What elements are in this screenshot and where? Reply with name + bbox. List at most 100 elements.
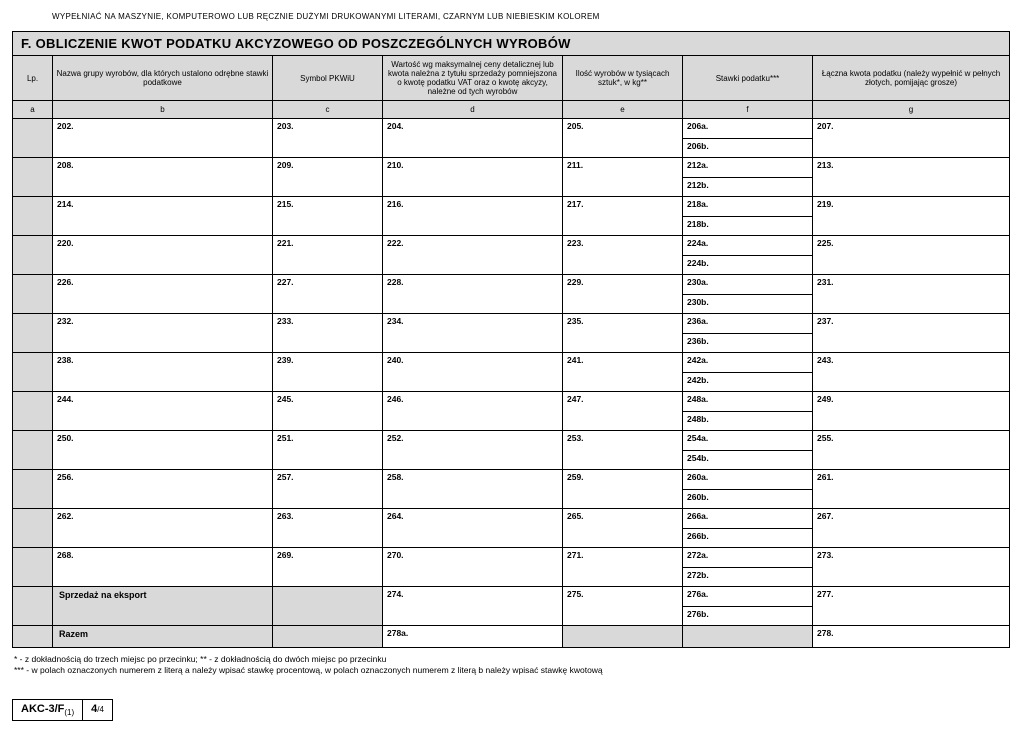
- cell-fb[interactable]: 242b.: [683, 373, 812, 392]
- cell-e[interactable]: 271.: [563, 548, 683, 587]
- cell-e[interactable]: 211.: [563, 158, 683, 197]
- cell-g[interactable]: 255.: [813, 431, 1010, 470]
- cell-fa[interactable]: 276a.: [683, 587, 812, 607]
- cell-d[interactable]: 274.: [383, 587, 563, 626]
- cell-d[interactable]: 210.: [383, 158, 563, 197]
- cell-d[interactable]: 222.: [383, 236, 563, 275]
- cell-f[interactable]: 266a. 266b.: [683, 509, 813, 548]
- cell-f[interactable]: 224a. 224b.: [683, 236, 813, 275]
- cell-d[interactable]: 240.: [383, 353, 563, 392]
- cell-g[interactable]: 237.: [813, 314, 1010, 353]
- cell-fb[interactable]: 224b.: [683, 256, 812, 275]
- cell-fa[interactable]: 272a.: [683, 548, 812, 568]
- cell-fa[interactable]: 206a.: [683, 119, 812, 139]
- cell-b[interactable]: 244.: [53, 392, 273, 431]
- cell-fb[interactable]: 230b.: [683, 295, 812, 314]
- cell-e[interactable]: 253.: [563, 431, 683, 470]
- cell-fb[interactable]: 266b.: [683, 529, 812, 548]
- cell-g[interactable]: 249.: [813, 392, 1010, 431]
- cell-fb[interactable]: 260b.: [683, 490, 812, 509]
- cell-c[interactable]: 227.: [273, 275, 383, 314]
- cell-fa[interactable]: 260a.: [683, 470, 812, 490]
- cell-fb[interactable]: 236b.: [683, 334, 812, 353]
- cell-b[interactable]: 226.: [53, 275, 273, 314]
- cell-fb[interactable]: 254b.: [683, 451, 812, 470]
- cell-b[interactable]: 208.: [53, 158, 273, 197]
- cell-g[interactable]: 225.: [813, 236, 1010, 275]
- cell-g[interactable]: 261.: [813, 470, 1010, 509]
- cell-d[interactable]: 258.: [383, 470, 563, 509]
- cell-fa[interactable]: 266a.: [683, 509, 812, 529]
- cell-fb[interactable]: 272b.: [683, 568, 812, 587]
- cell-c[interactable]: 203.: [273, 119, 383, 158]
- cell-f[interactable]: 218a. 218b.: [683, 197, 813, 236]
- cell-f[interactable]: 212a. 212b.: [683, 158, 813, 197]
- cell-c[interactable]: 233.: [273, 314, 383, 353]
- cell-e[interactable]: 265.: [563, 509, 683, 548]
- cell-c[interactable]: 257.: [273, 470, 383, 509]
- cell-b[interactable]: 268.: [53, 548, 273, 587]
- cell-f[interactable]: 230a. 230b.: [683, 275, 813, 314]
- cell-fa[interactable]: 242a.: [683, 353, 812, 373]
- cell-g[interactable]: 267.: [813, 509, 1010, 548]
- cell-b[interactable]: 232.: [53, 314, 273, 353]
- cell-fb[interactable]: 248b.: [683, 412, 812, 431]
- cell-e[interactable]: 229.: [563, 275, 683, 314]
- cell-e[interactable]: 247.: [563, 392, 683, 431]
- cell-g[interactable]: 278.: [813, 626, 1010, 648]
- cell-d[interactable]: 270.: [383, 548, 563, 587]
- cell-g[interactable]: 219.: [813, 197, 1010, 236]
- cell-g[interactable]: 277.: [813, 587, 1010, 626]
- cell-b[interactable]: 220.: [53, 236, 273, 275]
- cell-d[interactable]: 234.: [383, 314, 563, 353]
- cell-e[interactable]: 217.: [563, 197, 683, 236]
- cell-c[interactable]: 245.: [273, 392, 383, 431]
- cell-c[interactable]: 215.: [273, 197, 383, 236]
- cell-fb[interactable]: 218b.: [683, 217, 812, 236]
- cell-f[interactable]: 276a. 276b.: [683, 587, 813, 626]
- cell-fa[interactable]: 224a.: [683, 236, 812, 256]
- cell-f[interactable]: 254a. 254b.: [683, 431, 813, 470]
- cell-e[interactable]: 241.: [563, 353, 683, 392]
- cell-d[interactable]: 278a.: [383, 626, 563, 648]
- cell-d[interactable]: 228.: [383, 275, 563, 314]
- cell-fa[interactable]: 212a.: [683, 158, 812, 178]
- cell-fa[interactable]: 218a.: [683, 197, 812, 217]
- cell-b[interactable]: 256.: [53, 470, 273, 509]
- cell-e[interactable]: 205.: [563, 119, 683, 158]
- cell-fa[interactable]: 248a.: [683, 392, 812, 412]
- cell-fa[interactable]: 254a.: [683, 431, 812, 451]
- cell-fb[interactable]: 276b.: [683, 607, 812, 626]
- cell-fb[interactable]: 206b.: [683, 139, 812, 158]
- cell-g[interactable]: 231.: [813, 275, 1010, 314]
- cell-g[interactable]: 243.: [813, 353, 1010, 392]
- cell-b[interactable]: 250.: [53, 431, 273, 470]
- cell-fa[interactable]: 236a.: [683, 314, 812, 334]
- cell-f[interactable]: 248a. 248b.: [683, 392, 813, 431]
- cell-b[interactable]: 202.: [53, 119, 273, 158]
- cell-d[interactable]: 252.: [383, 431, 563, 470]
- cell-b[interactable]: 214.: [53, 197, 273, 236]
- cell-e[interactable]: 235.: [563, 314, 683, 353]
- cell-c[interactable]: 251.: [273, 431, 383, 470]
- cell-g[interactable]: 207.: [813, 119, 1010, 158]
- cell-d[interactable]: 204.: [383, 119, 563, 158]
- cell-c[interactable]: 263.: [273, 509, 383, 548]
- cell-c[interactable]: 209.: [273, 158, 383, 197]
- cell-b[interactable]: 262.: [53, 509, 273, 548]
- cell-d[interactable]: 216.: [383, 197, 563, 236]
- cell-f[interactable]: 236a. 236b.: [683, 314, 813, 353]
- cell-g[interactable]: 273.: [813, 548, 1010, 587]
- cell-fa[interactable]: 230a.: [683, 275, 812, 295]
- cell-g[interactable]: 213.: [813, 158, 1010, 197]
- cell-d[interactable]: 264.: [383, 509, 563, 548]
- cell-c[interactable]: 239.: [273, 353, 383, 392]
- cell-b[interactable]: 238.: [53, 353, 273, 392]
- cell-c[interactable]: 221.: [273, 236, 383, 275]
- cell-fb[interactable]: 212b.: [683, 178, 812, 197]
- cell-c[interactable]: 269.: [273, 548, 383, 587]
- cell-f[interactable]: 260a. 260b.: [683, 470, 813, 509]
- cell-f[interactable]: 206a. 206b.: [683, 119, 813, 158]
- cell-e[interactable]: 259.: [563, 470, 683, 509]
- cell-f[interactable]: 242a. 242b.: [683, 353, 813, 392]
